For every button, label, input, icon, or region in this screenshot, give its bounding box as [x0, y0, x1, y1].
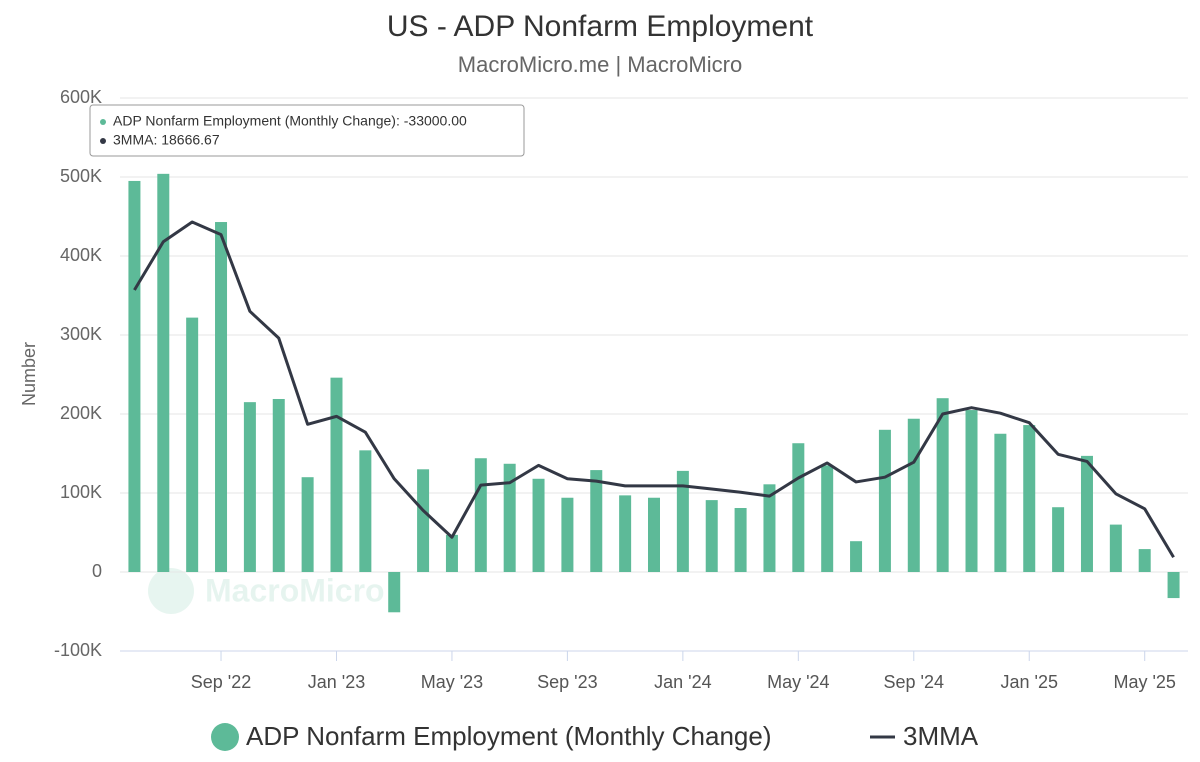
bar	[734, 508, 747, 572]
legend-label: ADP Nonfarm Employment (Monthly Change)	[246, 721, 772, 751]
bar	[1138, 549, 1151, 572]
bar	[907, 418, 920, 572]
bar	[994, 433, 1007, 572]
x-tick-label: Sep '23	[537, 672, 598, 692]
bar	[676, 470, 689, 572]
bar	[186, 317, 199, 572]
bar	[1080, 455, 1093, 572]
bar	[532, 478, 545, 572]
bar	[157, 173, 170, 572]
tooltip-text: 3MMA: 18666.67	[113, 132, 220, 148]
watermark-logo	[148, 568, 194, 614]
bar	[619, 495, 632, 572]
tooltip-dot	[100, 119, 106, 125]
bar	[878, 429, 891, 572]
bar	[561, 497, 574, 572]
line	[133, 220, 1175, 559]
y-tick-label: 100K	[60, 482, 102, 502]
bar	[388, 572, 401, 613]
x-tick-label: Jan '23	[308, 672, 365, 692]
x-tick-label: Sep '22	[191, 672, 252, 692]
bar	[330, 377, 343, 572]
tooltip-dot	[100, 138, 106, 144]
bar	[821, 465, 834, 572]
bar	[128, 180, 141, 572]
bar	[965, 410, 978, 572]
bar	[272, 398, 285, 572]
bar	[763, 484, 776, 572]
bar	[1167, 572, 1180, 599]
bar	[474, 458, 487, 572]
y-tick-label: 500K	[60, 166, 102, 186]
x-tick-label: May '25	[1113, 672, 1175, 692]
bar	[792, 443, 805, 572]
y-tick-label: 400K	[60, 245, 102, 265]
tooltip-box	[89, 104, 525, 157]
bar	[590, 470, 603, 572]
bar	[301, 477, 314, 572]
x-tick-label: Jan '25	[1001, 672, 1058, 692]
watermark: MacroMicro	[205, 572, 385, 608]
chart-subtitle: MacroMicro.me | MacroMicro	[458, 52, 742, 77]
bar	[1109, 524, 1122, 572]
bar	[243, 402, 256, 572]
x-tick-label: Jan '24	[654, 672, 711, 692]
y-tick-label: 300K	[60, 324, 102, 344]
bar	[705, 500, 718, 572]
y-tick-label: 0	[92, 561, 102, 581]
bar	[850, 541, 863, 572]
bar	[648, 497, 660, 572]
x-tick-label: May '23	[421, 672, 483, 692]
y-tick-label: -100K	[54, 640, 102, 660]
legend-swatch	[211, 723, 239, 751]
tooltip-text: ADP Nonfarm Employment (Monthly Change):…	[113, 113, 467, 129]
bar	[1052, 507, 1065, 572]
y-axis-label: Number	[19, 342, 39, 406]
chart-title: US - ADP Nonfarm Employment	[387, 10, 814, 43]
bar	[1023, 425, 1036, 572]
x-tick-label: Sep '24	[884, 672, 945, 692]
bar	[215, 222, 228, 572]
y-tick-label: 200K	[60, 403, 102, 423]
x-tick-label: May '24	[767, 672, 829, 692]
bar	[359, 450, 372, 572]
y-tick-label: 600K	[60, 87, 102, 107]
legend-label: 3MMA	[903, 721, 979, 751]
bar	[417, 469, 430, 572]
bar	[936, 398, 949, 572]
bar	[445, 534, 458, 572]
bar	[503, 463, 516, 572]
